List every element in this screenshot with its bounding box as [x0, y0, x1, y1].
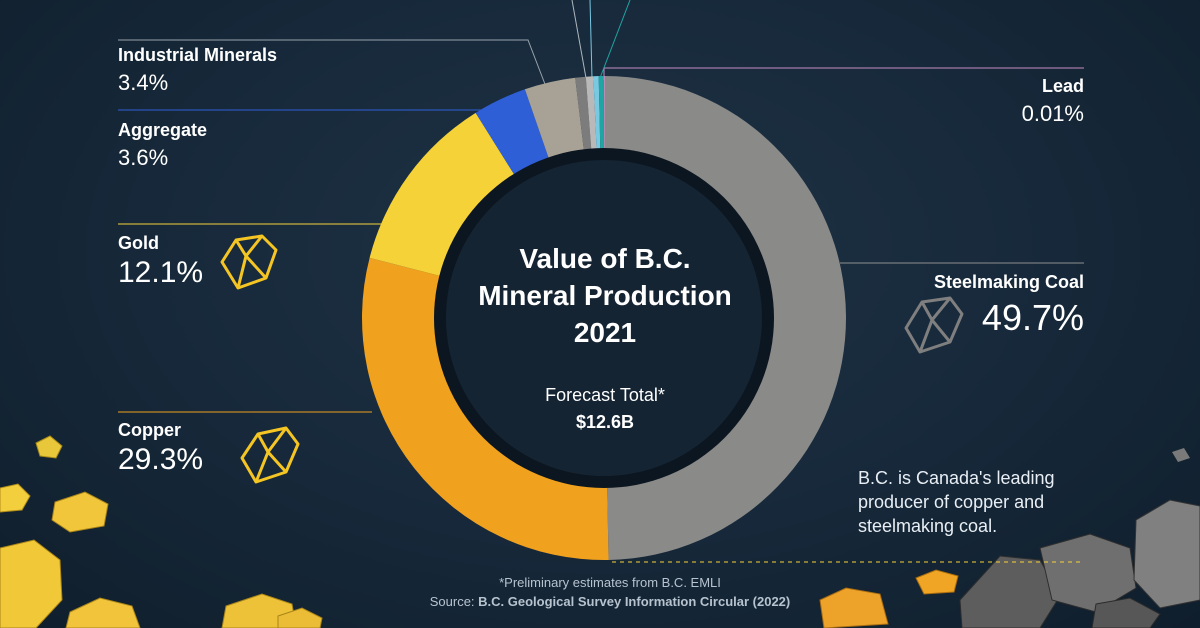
gold-nugget-icon [220, 234, 278, 290]
total-label: Forecast Total* [545, 385, 665, 405]
label-copper: Copper 29.3% [118, 420, 203, 477]
connector-lead [603, 67, 1084, 80]
slice-percent: 3.6% [118, 145, 169, 170]
title-line-2: Mineral Production [478, 280, 732, 311]
label-industrial-minerals: Industrial Minerals 3.4% [118, 45, 277, 96]
decorative-coal-rocks [819, 448, 1200, 628]
source-name: B.C. Geological Survey Information Circu… [478, 594, 791, 609]
slice-name: Gold [118, 233, 159, 253]
footnote-source: Source: B.C. Geological Survey Informati… [400, 594, 820, 609]
label-lead: Lead 0.01% [1022, 76, 1084, 127]
decorative-gold-rocks [0, 435, 323, 628]
label-aggregate: Aggregate 3.6% [118, 120, 207, 171]
title-line-1: Value of B.C. [519, 243, 691, 274]
slice-name: Lead [1041, 76, 1084, 96]
slice-industrial-minerals [524, 77, 585, 167]
slice-percent: 12.1% [118, 256, 204, 289]
source-prefix: Source: [429, 594, 479, 609]
coal-rock-icon [904, 296, 964, 354]
slice-percent: 29.3% [118, 443, 204, 476]
title-line-3: 2021 [573, 317, 637, 348]
connector-minor-3 [599, 0, 631, 79]
slice-name: Aggregate [118, 120, 208, 140]
connector-minor-2 [589, 0, 593, 79]
connector-minor-1 [571, 0, 587, 79]
total-value: $12.6B [575, 412, 635, 432]
slice-percent: 3.4% [118, 70, 169, 95]
slice-name: Industrial Minerals [118, 45, 278, 65]
donut-hole [446, 160, 762, 476]
connector-industrial-minerals [118, 39, 549, 93]
label-steelmaking-coal: Steelmaking Coal 49.7% [934, 272, 1084, 339]
slice-steelmaking-coal [604, 76, 846, 560]
slice-gold [369, 112, 520, 279]
slice-aggregate [475, 89, 552, 183]
slice-minor-6 [585, 76, 597, 159]
slice-minor-7 [593, 76, 601, 159]
slice-lead [603, 75, 605, 159]
note-text: B.C. is Canada's leading producer of cop… [858, 468, 1055, 536]
label-gold: Gold 12.1% [118, 233, 203, 290]
slice-copper [361, 257, 609, 560]
slice-percent: 49.7% [981, 297, 1084, 338]
slice-percent: 0.01% [1021, 101, 1084, 126]
copper-nugget-icon [240, 426, 300, 484]
footnote-preliminary: *Preliminary estimates from B.C. EMLI [499, 575, 721, 590]
slice-minor-8 [598, 76, 604, 159]
slice-minor-5 [575, 76, 592, 160]
slice-name: Steelmaking Coal [933, 272, 1084, 292]
donut-slices [361, 75, 846, 560]
chart-title: Value of B.C. Mineral Production 2021 [445, 240, 765, 351]
slice-name: Copper [118, 420, 181, 440]
